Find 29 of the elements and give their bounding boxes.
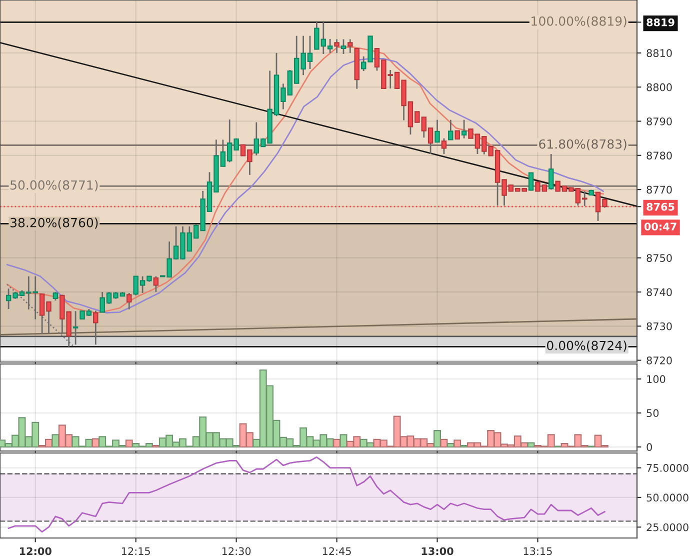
- ref-line-label: 61.80%(8783): [539, 139, 626, 150]
- y-tick-label: 8780: [646, 152, 672, 160]
- y-tick-label: 8770: [646, 186, 672, 194]
- y-tick-label: 8800: [646, 83, 672, 92]
- x-tick-label: 12:30: [222, 547, 251, 556]
- y-tick-label: 8810: [646, 49, 672, 58]
- ref-line-label: 50.00%(8771): [10, 180, 98, 192]
- text: 00:47: [644, 222, 676, 230]
- y-tick-label: 8730: [646, 322, 672, 330]
- x-tick-label: 12:45: [322, 547, 351, 556]
- x-tick-label: 12:15: [122, 547, 150, 556]
- ref-line-label: 38.20%(8760): [10, 218, 98, 229]
- ref-line-label: 0.00%(8724): [546, 340, 626, 352]
- ref-line-label: 100.00%(8819): [532, 16, 626, 28]
- y-tick-label: 50: [646, 409, 659, 418]
- y-tick-label: 100: [647, 375, 666, 384]
- y-tick-label: 8720: [646, 356, 672, 364]
- y-tick-label: 8750: [646, 254, 672, 262]
- x-tick-label: 13:00: [422, 547, 454, 556]
- y-tick-label: 75.0000: [646, 464, 688, 472]
- y-tick-label: 8790: [646, 117, 672, 126]
- y-tick-label: 0: [646, 443, 652, 452]
- y-tick-label: 50.0000: [646, 494, 688, 502]
- y-tick-label: 8765: [646, 202, 674, 211]
- y-tick-label: 8819: [646, 18, 674, 26]
- x-tick-label: 12:00: [20, 547, 52, 556]
- y-tick-label: 25.0000: [646, 523, 688, 532]
- x-tick-label: 13:15: [524, 547, 552, 556]
- y-tick-label: 8740: [646, 288, 672, 296]
